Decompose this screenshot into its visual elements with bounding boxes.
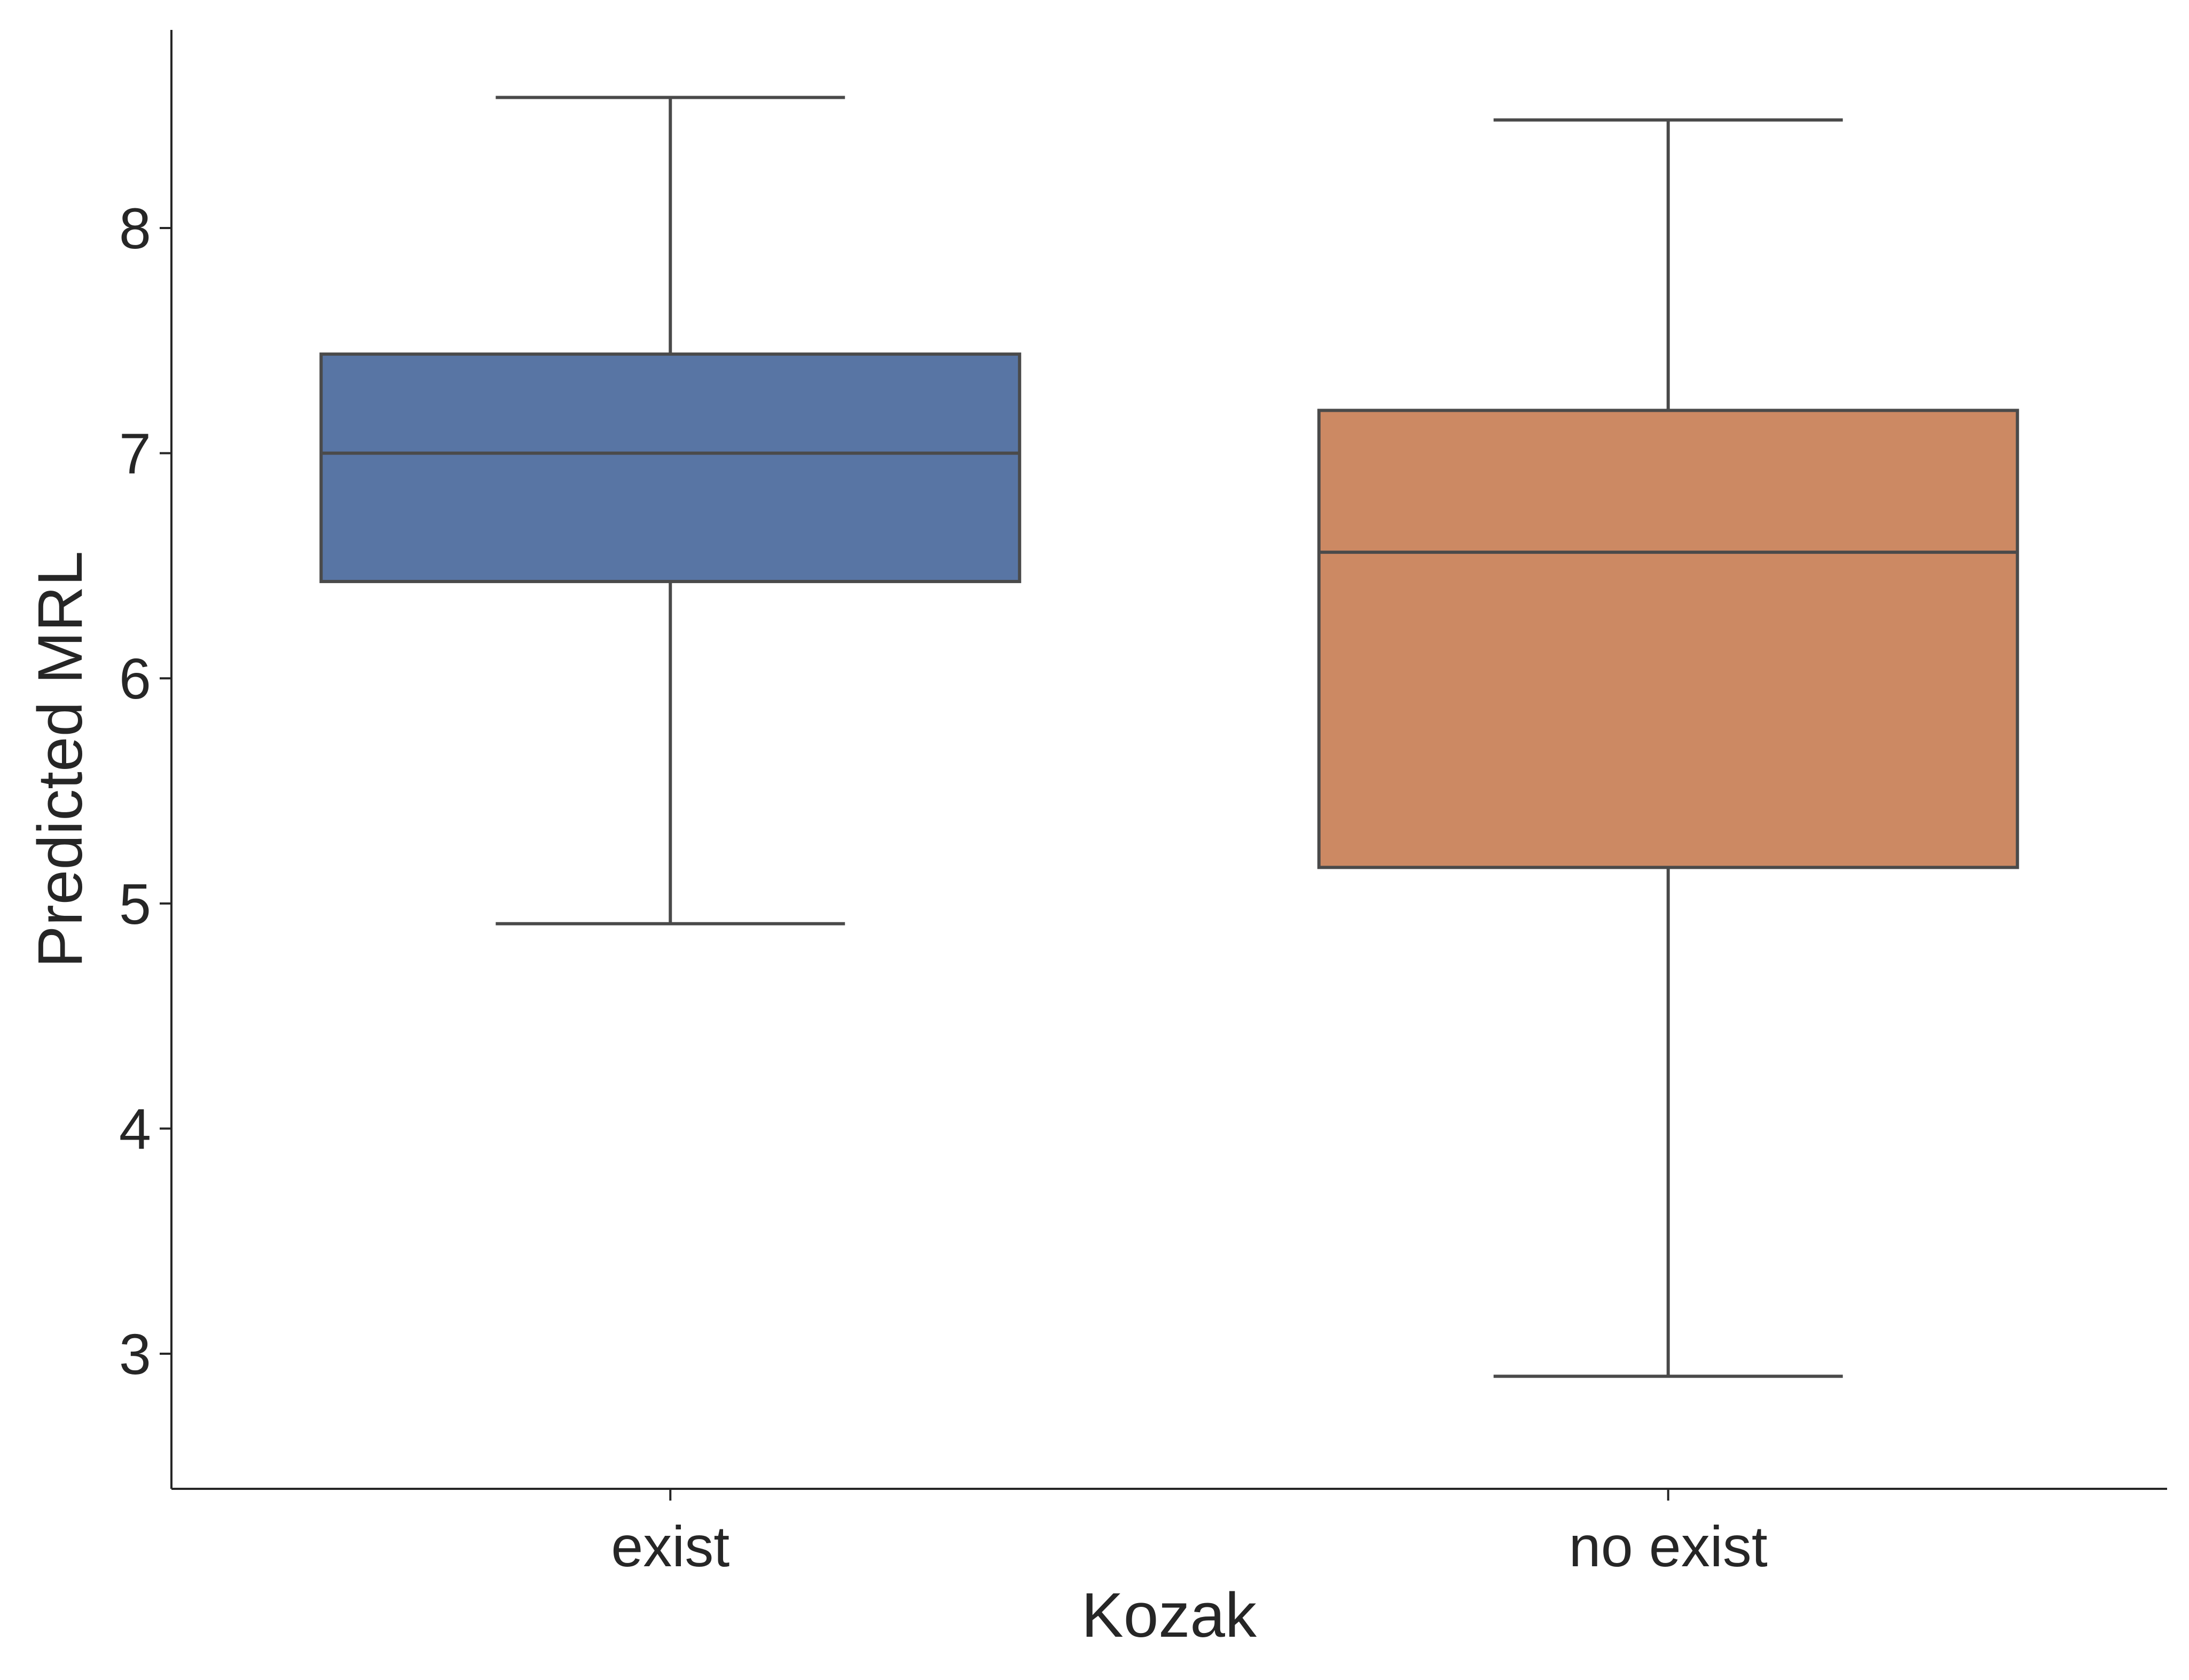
boxes-layer: [319, 96, 2019, 1378]
y-tick-label: 8: [119, 196, 151, 261]
box-group-no-exist: [1317, 118, 2019, 1378]
y-axis-title: Predicted MRL: [25, 551, 96, 968]
x-tick-label: exist: [611, 1514, 729, 1579]
box-iqr: [1317, 409, 2019, 869]
y-tick-label: 4: [119, 1096, 151, 1161]
box-iqr: [319, 352, 1022, 583]
y-tick-label: 3: [119, 1322, 151, 1386]
y-tick-label: 6: [119, 646, 151, 711]
x-ticks: exist no exist: [611, 1489, 1768, 1579]
y-ticks: 3 4 5 6 7 8: [119, 196, 171, 1386]
y-tick-label: 5: [119, 872, 151, 936]
y-tick-label: 7: [119, 421, 151, 486]
x-axis-title: Kozak: [1081, 1580, 1257, 1651]
x-tick-label: no exist: [1569, 1514, 1768, 1579]
box-group-exist: [319, 96, 1022, 925]
